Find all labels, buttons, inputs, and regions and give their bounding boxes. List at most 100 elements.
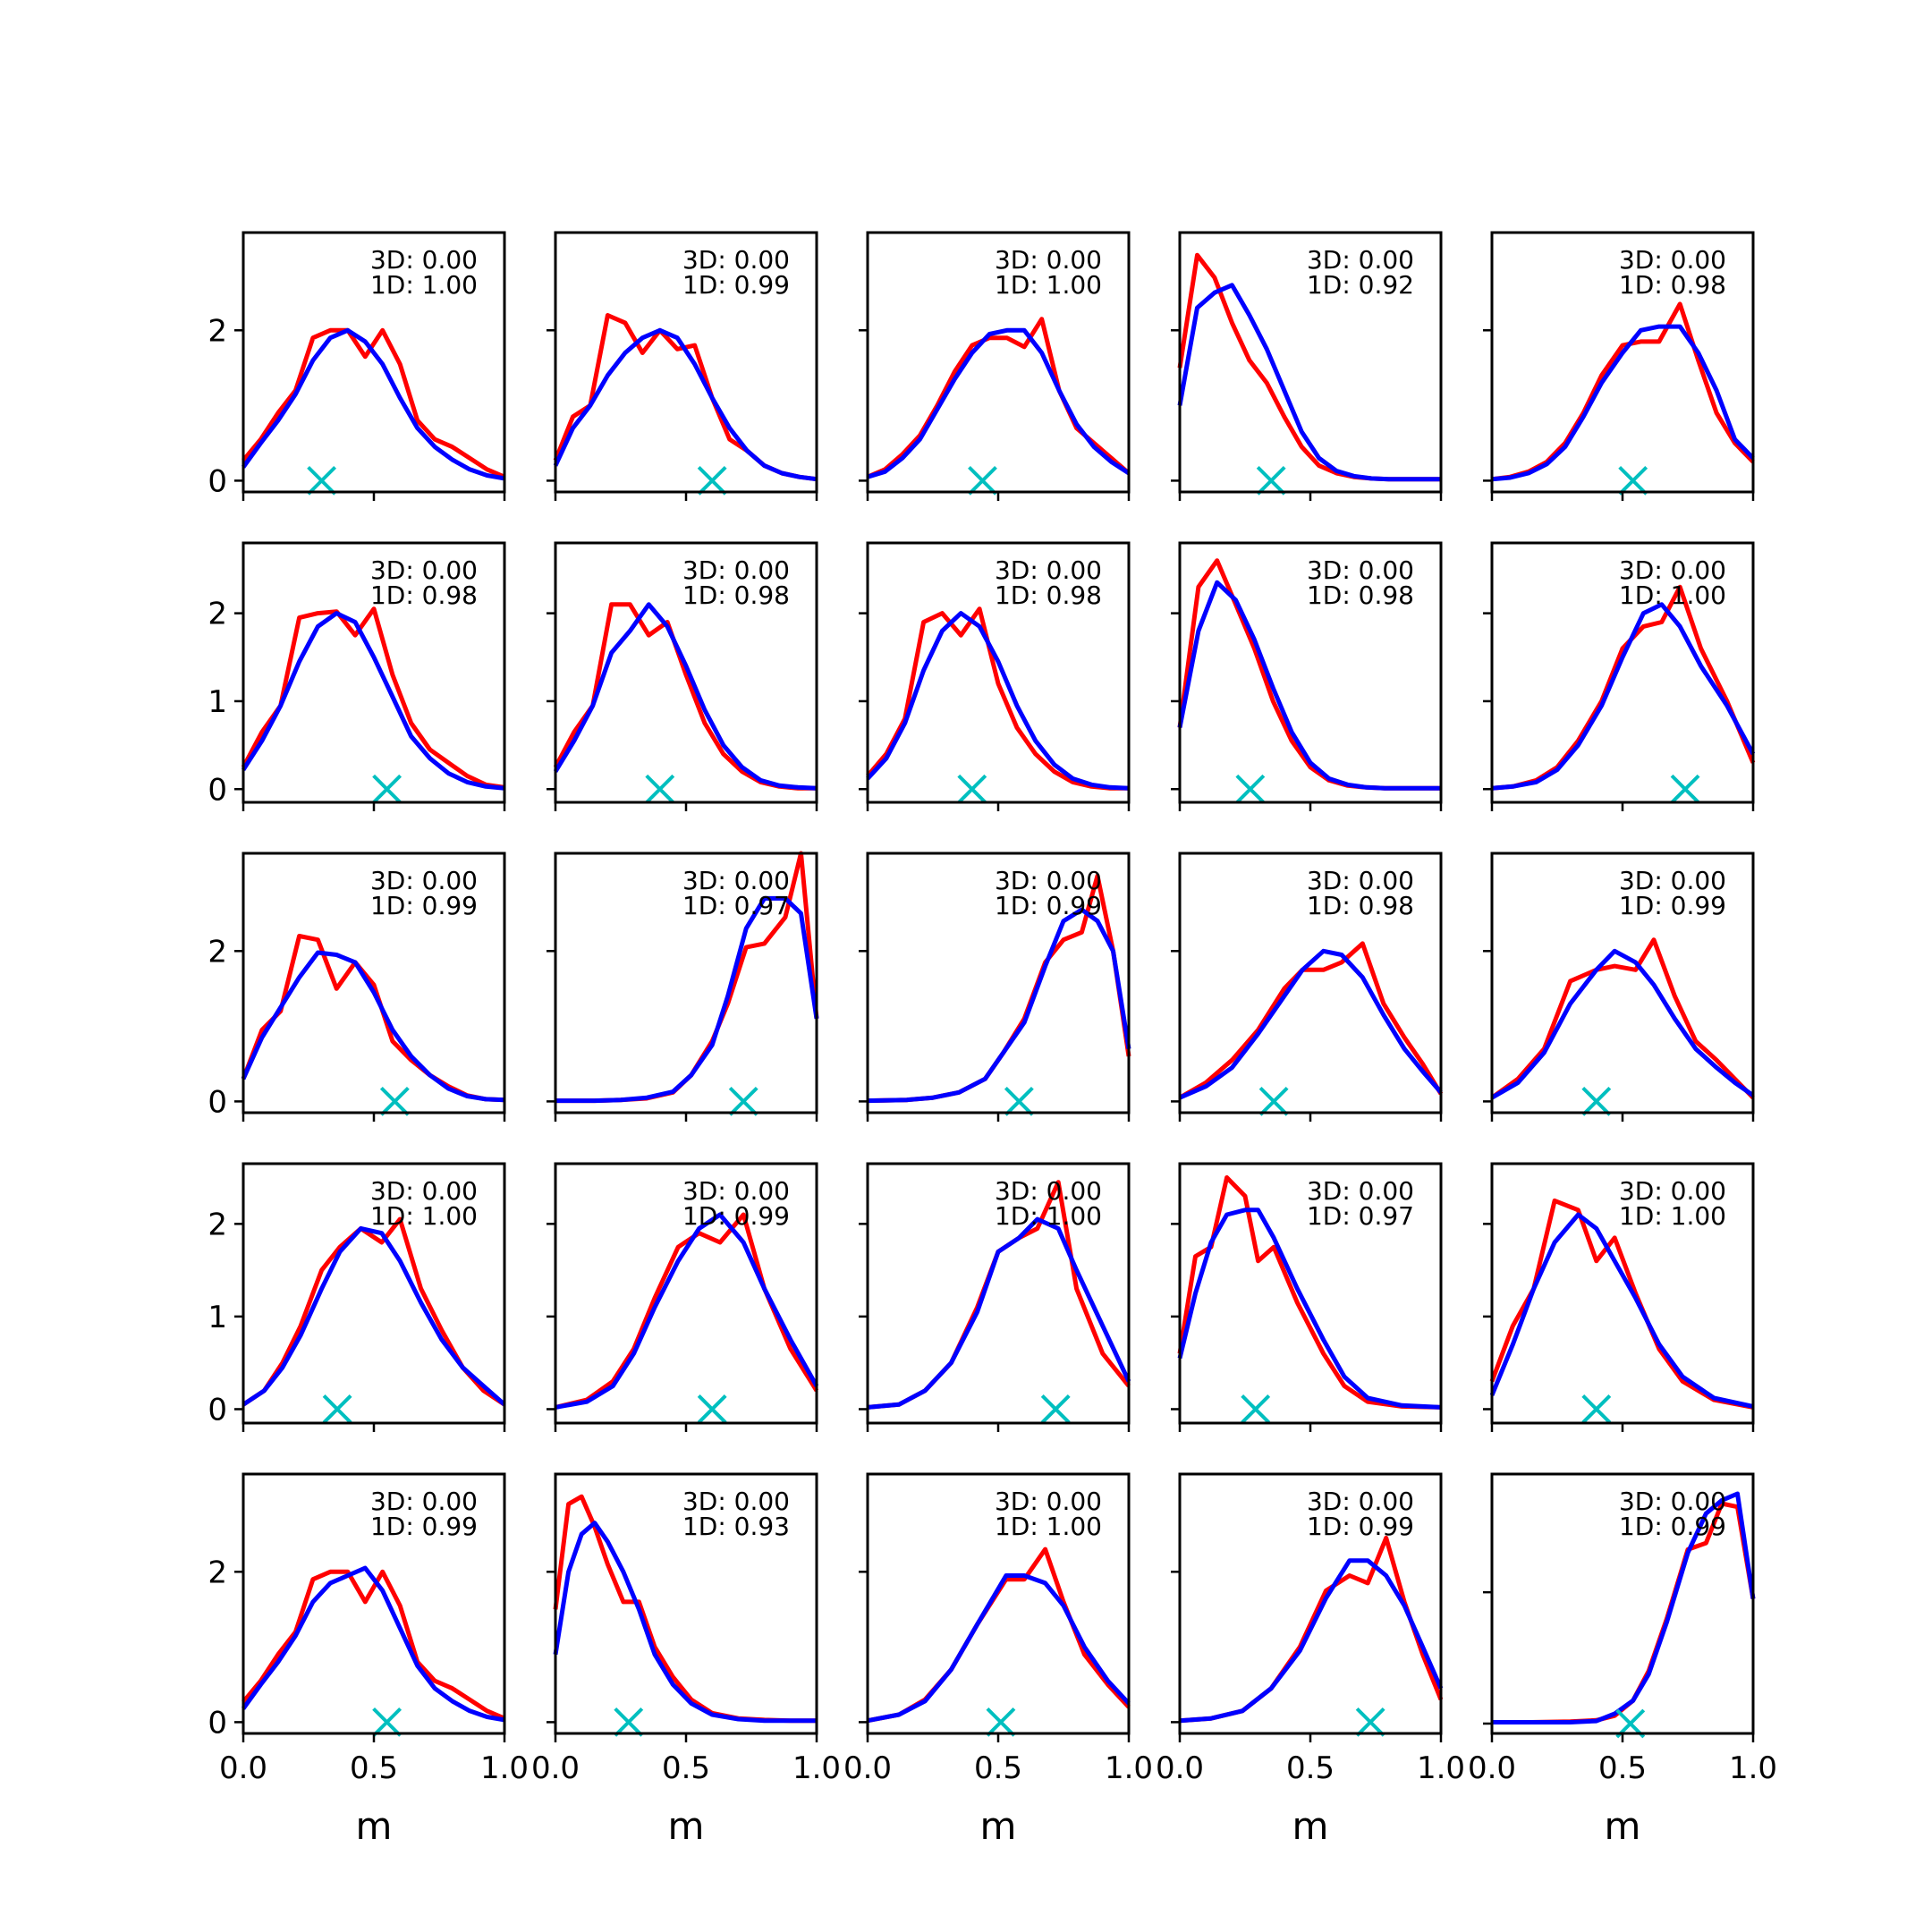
marker-stroke	[322, 1394, 352, 1424]
blue-series-line	[1179, 1558, 1444, 1724]
marker-x	[1241, 1394, 1271, 1424]
panel-annotation: 3D: 0.00	[682, 555, 790, 585]
panel-annotation: 3D: 0.00	[995, 1176, 1102, 1206]
x-axis-label: m	[668, 1804, 705, 1848]
y-tick-label: 2	[208, 934, 227, 970]
x-tick-label: 0.0	[1468, 1750, 1516, 1786]
panel-annotation: 1D: 0.99	[1307, 1512, 1414, 1541]
x-tick-label: 0.5	[1598, 1750, 1647, 1786]
marker-stroke	[645, 774, 675, 804]
blue-series-line	[1177, 1208, 1442, 1410]
marker-x	[957, 774, 987, 804]
panel-annotation: 3D: 0.00	[1307, 555, 1414, 585]
red-series-line	[1489, 1198, 1754, 1410]
panel-annotation: 3D: 0.00	[1619, 1487, 1726, 1516]
panel-annotation: 3D: 0.00	[995, 555, 1102, 585]
panel-annotation: 1D: 0.98	[995, 580, 1102, 610]
panel-annotation: 1D: 1.00	[1619, 580, 1726, 610]
marker-stroke	[1355, 1707, 1385, 1737]
blue-series-line	[1177, 283, 1441, 482]
marker-stroke	[986, 1707, 1016, 1737]
marker-stroke	[697, 1394, 727, 1424]
y-tick-label: 0	[208, 1084, 227, 1120]
marker-x	[697, 1394, 727, 1424]
panel-annotation: 3D: 0.00	[370, 1487, 478, 1516]
marker-x	[1040, 1394, 1071, 1424]
x-axis-label: m	[1605, 1804, 1641, 1848]
marker-stroke	[1618, 465, 1648, 496]
blue-series-line	[866, 611, 1130, 791]
panel-annotation: 1D: 0.99	[995, 891, 1102, 920]
marker-x	[307, 465, 337, 496]
blue-series-line	[555, 1212, 819, 1410]
y-tick-label: 0	[208, 772, 227, 808]
marker-x	[322, 1394, 352, 1424]
marker-stroke	[1258, 1086, 1289, 1116]
marker-x	[968, 465, 997, 496]
x-tick-label: 1.0	[1105, 1750, 1153, 1786]
marker-x	[1670, 774, 1700, 804]
panel-annotation: 1D: 1.00	[370, 1201, 478, 1231]
marker-stroke	[1581, 1394, 1612, 1424]
panel-annotation: 1D: 0.98	[1619, 270, 1726, 300]
x-tick-label: 1.0	[480, 1750, 529, 1786]
y-tick-label: 2	[208, 313, 227, 349]
marker-stroke	[728, 1086, 758, 1116]
marker-stroke	[1235, 774, 1266, 804]
blue-series-line	[553, 602, 818, 791]
panel-annotation: 1D: 0.97	[1307, 1201, 1414, 1231]
y-tick-label: 2	[208, 597, 227, 632]
red-series-line	[1490, 937, 1755, 1100]
marker-stroke	[968, 465, 997, 496]
x-axis-label: m	[356, 1804, 393, 1848]
panel-annotation: 3D: 0.00	[1307, 1487, 1414, 1516]
blue-series-line	[1179, 948, 1443, 1100]
blue-series-line	[553, 327, 818, 482]
x-tick-label: 0.5	[350, 1750, 398, 1786]
panel-annotation: 1D: 0.99	[1619, 1512, 1726, 1541]
y-tick-label: 0	[208, 463, 227, 499]
marker-x	[372, 1707, 402, 1737]
panel-annotation: 3D: 0.00	[1307, 245, 1414, 275]
y-tick-label: 0	[208, 1705, 227, 1741]
marker-stroke	[1581, 1086, 1612, 1116]
panel-annotation: 3D: 0.00	[995, 245, 1102, 275]
x-tick-label: 0.0	[843, 1750, 892, 1786]
panel-annotation: 1D: 1.00	[995, 1512, 1102, 1541]
panel-annotation: 3D: 0.00	[370, 1176, 478, 1206]
panel-annotation: 1D: 0.99	[370, 1512, 478, 1541]
marker-x	[697, 465, 727, 496]
panel-annotation: 3D: 0.00	[1619, 866, 1726, 895]
blue-series-line	[1177, 580, 1441, 791]
panel-annotation: 1D: 0.98	[1307, 580, 1414, 610]
marker-stroke	[957, 774, 987, 804]
blue-series-line	[242, 1226, 506, 1407]
marker-stroke	[1670, 774, 1700, 804]
red-series-line	[241, 934, 505, 1103]
marker-x	[986, 1707, 1016, 1737]
marker-stroke	[1241, 1394, 1271, 1424]
red-series-line	[242, 1216, 506, 1407]
blue-series-line	[867, 1573, 1131, 1724]
marker-x	[614, 1707, 644, 1737]
marker-stroke	[307, 465, 337, 496]
panel-annotation: 3D: 0.00	[1619, 245, 1726, 275]
red-series-line	[1178, 941, 1444, 1100]
marker-x	[645, 774, 675, 804]
marker-stroke	[372, 774, 402, 804]
panel-annotation: 3D: 0.00	[682, 245, 790, 275]
panel-annotation: 1D: 0.92	[1307, 270, 1414, 300]
y-tick-label: 2	[208, 1555, 227, 1590]
panel-annotation: 3D: 0.00	[370, 245, 478, 275]
